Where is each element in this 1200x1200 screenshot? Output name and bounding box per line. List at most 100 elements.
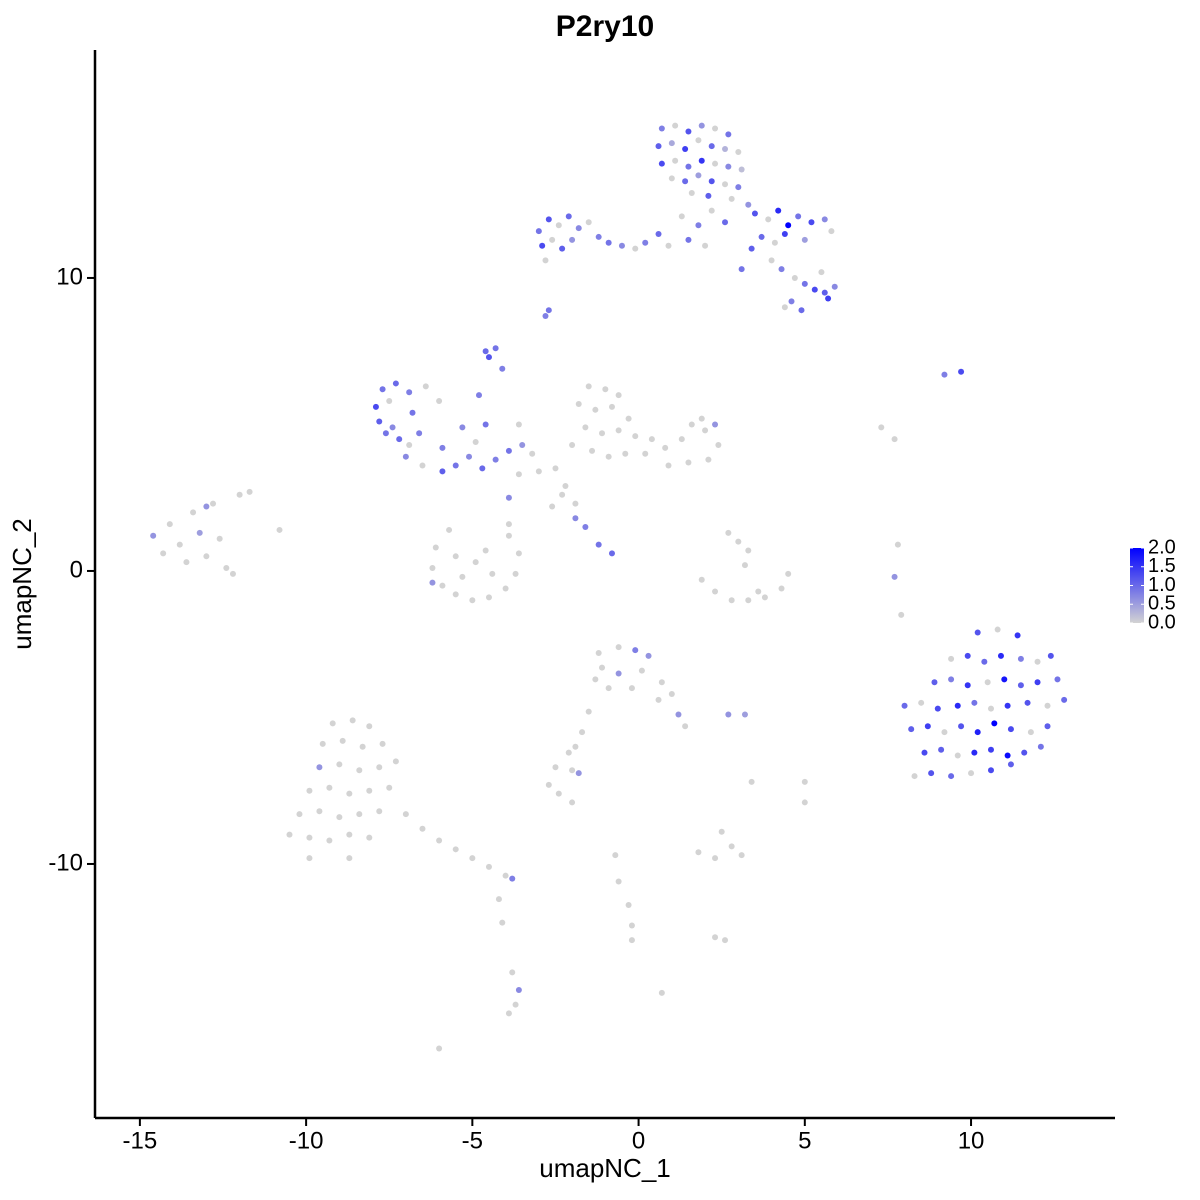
cell-point	[515, 471, 522, 478]
cell-point	[382, 430, 389, 437]
cell-point	[479, 465, 486, 472]
cell-point	[419, 825, 426, 832]
cell-point	[748, 245, 755, 252]
cell-point	[316, 808, 323, 815]
cell-point	[203, 503, 210, 510]
cell-point	[549, 503, 556, 510]
cell-point	[1054, 676, 1061, 683]
cell-point	[954, 752, 961, 759]
cell-point	[958, 723, 965, 730]
cell-point	[319, 740, 326, 747]
cell-point	[366, 723, 373, 730]
cell-point	[582, 424, 589, 431]
cell-point	[662, 444, 669, 451]
cell-point	[725, 131, 732, 138]
cell-point	[788, 298, 795, 305]
cell-point	[971, 749, 978, 756]
cell-point	[346, 831, 353, 838]
cell-point	[758, 233, 765, 240]
cell-point	[582, 524, 589, 531]
cell-point	[708, 143, 715, 150]
cell-point	[722, 146, 729, 153]
cell-point	[452, 591, 459, 598]
cell-point	[964, 682, 971, 689]
cell-point	[698, 122, 705, 129]
cell-point	[878, 424, 885, 431]
cell-point	[801, 799, 808, 806]
cell-point	[509, 875, 516, 882]
cell-point	[741, 711, 748, 718]
cell-point	[229, 570, 236, 577]
cell-point	[695, 172, 702, 179]
cell-point	[924, 723, 931, 730]
cell-point	[492, 345, 499, 352]
cell-point	[602, 386, 609, 393]
x-tick-label: 10	[958, 1127, 985, 1154]
cell-point	[682, 723, 689, 730]
cell-point	[589, 447, 596, 454]
cell-point	[698, 415, 705, 422]
cell-point	[785, 570, 792, 577]
cell-point	[974, 729, 981, 736]
cell-point	[987, 746, 994, 753]
cell-point	[987, 767, 994, 774]
legend-label: 0.0	[1148, 611, 1176, 633]
cell-point	[795, 213, 802, 220]
cell-point	[505, 447, 512, 454]
legend-label: 2.0	[1148, 536, 1176, 558]
cell-point	[658, 679, 665, 686]
cell-point	[183, 559, 190, 566]
cell-point	[632, 433, 639, 440]
cell-point	[592, 676, 599, 683]
cell-point	[339, 737, 346, 744]
cell-point	[572, 500, 579, 507]
cell-point	[439, 468, 446, 475]
cell-point	[605, 453, 612, 460]
cell-point	[898, 611, 905, 618]
cell-point	[908, 726, 915, 733]
cell-point	[469, 597, 476, 604]
cell-point	[379, 386, 386, 393]
cell-point	[439, 444, 446, 451]
cell-point	[911, 773, 918, 780]
cell-point	[612, 852, 619, 859]
cell-point	[1034, 658, 1041, 665]
cell-point	[821, 289, 828, 296]
cell-point	[216, 535, 223, 542]
cell-point	[356, 811, 363, 818]
cell-point	[459, 573, 466, 580]
cell-point	[725, 711, 732, 718]
cell-point	[741, 562, 748, 569]
cell-point	[469, 855, 476, 862]
cell-point	[246, 488, 253, 495]
cell-point	[585, 708, 592, 715]
cell-point	[722, 219, 729, 226]
legend-label: 1.5	[1148, 555, 1176, 577]
cell-point	[190, 509, 197, 516]
cell-point	[286, 831, 293, 838]
cell-point	[751, 210, 758, 217]
cell-point	[712, 125, 719, 132]
cell-point	[1007, 726, 1014, 733]
cell-point	[276, 526, 283, 533]
cell-point	[519, 441, 526, 448]
cell-point	[512, 1001, 519, 1008]
cell-point	[771, 239, 778, 246]
cell-point	[775, 207, 782, 214]
cell-point	[831, 283, 838, 290]
cell-point	[738, 852, 745, 859]
cell-point	[718, 828, 725, 835]
cell-point	[722, 181, 729, 188]
cell-point	[672, 157, 679, 164]
cell-point	[386, 784, 393, 791]
cell-point	[615, 427, 622, 434]
cell-point	[502, 585, 509, 592]
cell-point	[485, 594, 492, 601]
cell-point	[210, 500, 217, 507]
cell-point	[542, 313, 549, 320]
cell-point	[552, 764, 559, 771]
cell-point	[818, 269, 825, 276]
cell-point	[329, 720, 336, 727]
cell-point	[509, 969, 516, 976]
cell-point	[555, 222, 562, 229]
